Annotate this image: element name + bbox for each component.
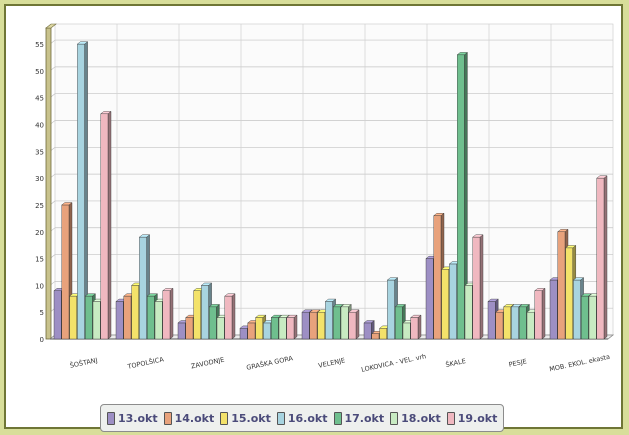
x-category-label-7: ŠKALE <box>445 356 467 369</box>
bar-19.okt-1 <box>100 110 112 340</box>
bar-19.okt-3 <box>224 293 236 340</box>
bar-19.okt-8 <box>534 287 546 340</box>
legend-swatch-6 <box>390 411 399 425</box>
legend-label-3: 15.okt <box>231 411 271 425</box>
legend-item-1: 13.okt <box>107 411 158 425</box>
bar-19.okt-4 <box>286 314 298 340</box>
legend-item-5: 17.okt <box>333 411 385 425</box>
y-axis-post <box>45 27 52 340</box>
y-tick-label-35: 35 <box>35 148 44 156</box>
legend-label-7: 19.okt <box>457 411 498 425</box>
y-tick-label-40: 40 <box>35 122 44 130</box>
bar-19.okt-9 <box>596 175 608 340</box>
x-category-label-4: GRAŠKA GORA <box>245 353 294 372</box>
x-category-label-9: MOB. EKOL. ekasta <box>549 353 611 374</box>
x-category-label-1: ŠOŠTANJ <box>69 355 98 370</box>
legend-swatch-5 <box>333 411 342 425</box>
x-category-label-3: ZAVODNJE <box>190 356 225 371</box>
bar-17.okt-7 <box>456 51 468 340</box>
y-tick-label-55: 55 <box>35 41 44 49</box>
legend-item-6: 18.okt <box>390 411 441 425</box>
legend-item-2: 14.okt <box>163 411 215 425</box>
legend-swatch-7 <box>446 411 455 425</box>
x-category-label-8: PESJE <box>508 357 527 369</box>
chart-legend: 13.okt 14.okt 15.okt 16.okt 17.okt 18.okt 19.o… <box>100 404 505 432</box>
legend-item-4: 16.okt <box>276 411 328 425</box>
y-tick-label-50: 50 <box>35 68 44 76</box>
x-category-label-2: TOPOLŠICA <box>126 354 165 371</box>
bar-19.okt-2 <box>162 287 174 340</box>
bar-19.okt-7 <box>472 234 484 340</box>
y-tick-label-10: 10 <box>35 282 44 290</box>
legend-label-1: 13.okt <box>118 411 158 425</box>
x-category-label-5: VELENJE <box>318 356 346 369</box>
y-tick-label-5: 5 <box>40 309 44 317</box>
y-tick-label-30: 30 <box>35 175 44 183</box>
legend-swatch-4 <box>276 411 285 425</box>
bar-13.okt-6 <box>363 320 375 340</box>
bar-19.okt-5 <box>348 309 360 340</box>
y-tick-label-25: 25 <box>35 202 44 210</box>
bar-16.okt-1 <box>76 41 89 340</box>
bar-chart: 0 5 10 15 20 25 30 35 40 45 50 55 ŠOŠTANJ TOPOLŠICA ZA… <box>35 23 615 374</box>
bar-19.okt-6 <box>410 314 422 340</box>
y-axis-post-top <box>45 23 57 29</box>
y-tick-label-45: 45 <box>35 95 44 103</box>
legend-swatch-2 <box>163 411 172 425</box>
legend-swatch-1 <box>107 411 115 425</box>
y-tick-label-0: 0 <box>40 336 44 344</box>
y-tick-label-15: 15 <box>35 256 44 264</box>
legend-label-5: 17.okt <box>344 411 385 425</box>
legend-label-6: 18.okt <box>401 411 441 425</box>
x-category-label-6: LOKOVICA - VEL. vrh <box>361 352 427 374</box>
legend-swatch-3 <box>220 411 229 425</box>
legend-item-7: 19.okt <box>446 411 498 425</box>
legend-label-4: 16.okt <box>287 411 328 425</box>
legend-label-2: 14.okt <box>174 411 215 425</box>
legend-item-3: 15.okt <box>220 411 271 425</box>
y-tick-label-20: 20 <box>35 229 44 237</box>
chart-frame: 0 5 10 15 20 25 30 35 40 45 50 55 ŠOŠTANJ TOPOLŠICA ZA… <box>4 4 623 432</box>
